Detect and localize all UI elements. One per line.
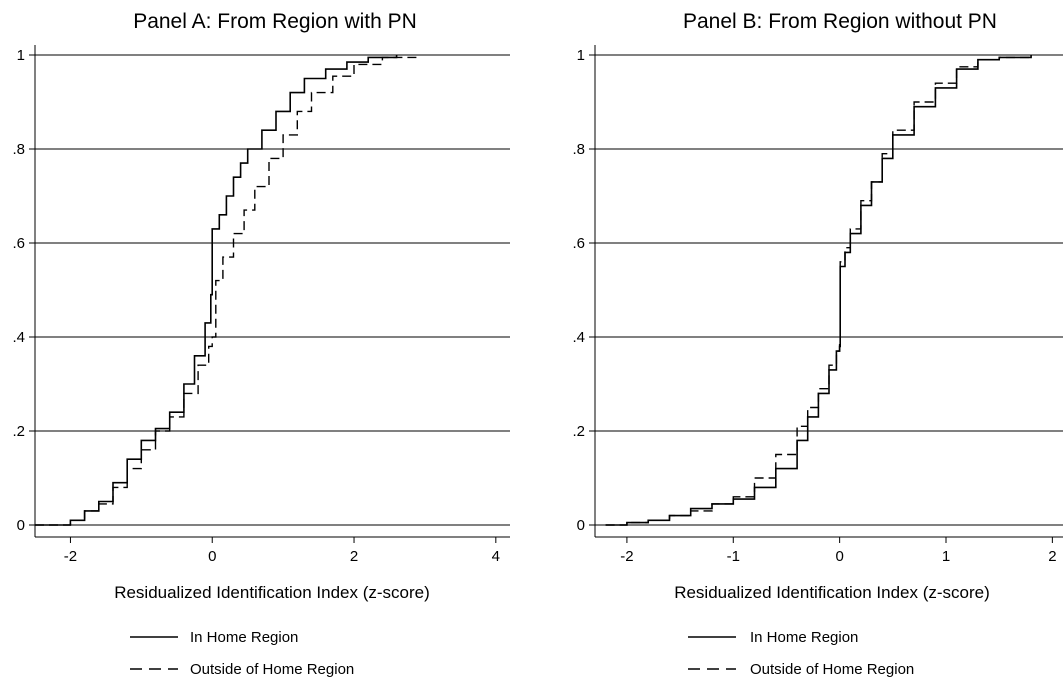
panel-b-y-tick-label: 0: [577, 517, 585, 534]
panel-b-x-tick-label: 2: [1048, 548, 1056, 565]
panel-a-legend-label-in-home: In Home Region: [190, 629, 298, 646]
panel-b-legend-label-in-home: In Home Region: [750, 629, 858, 646]
panel-b-x-tick-label: 0: [835, 548, 843, 565]
panel-b-y-tick-label: .4: [572, 329, 585, 346]
panel-b-y-tick-label: 1: [577, 47, 585, 64]
panel-b-y-tick-label: .2: [572, 423, 585, 440]
panel-b-legend: In Home Region Outside of Home Region: [688, 629, 914, 678]
panel-b-y-tick-label: .6: [572, 235, 585, 252]
panel-b-series-outside-home-line: [605, 55, 1032, 526]
panel-b-series-in-home-line: [605, 55, 1032, 526]
panel-a-title: Panel A: From Region with PN: [133, 10, 417, 33]
panel-b-x-tick-label: -1: [727, 548, 740, 565]
panel-a: Panel A: From Region with PN Residualize…: [12, 10, 510, 678]
panel-b-x-tick-label: 1: [942, 548, 950, 565]
panel-a-y-tick-label: .2: [12, 423, 25, 440]
panel-a-x-tick-label: 4: [492, 548, 500, 565]
panel-a-series-in-home-line: [35, 55, 398, 526]
panel-a-x-axis-label: Residualized Identification Index (z-sco…: [114, 583, 430, 602]
panel-b-x-tick-label: -2: [620, 548, 633, 565]
panel-a-x-tick-label: 2: [350, 548, 358, 565]
panel-b-legend-label-outside-home: Outside of Home Region: [750, 661, 914, 678]
panel-a-y-tick-label: 0: [17, 517, 25, 534]
panel-a-y-tick-label: 1: [17, 47, 25, 64]
panel-a-y-tick-label: .8: [12, 141, 25, 158]
panel-b: Panel B: From Region without PN Residual…: [572, 10, 1063, 678]
panel-b-y-tick-label: .8: [572, 141, 585, 158]
panel-a-series-outside-home-line: [35, 55, 419, 526]
panel-b-x-axis-label: Residualized Identification Index (z-sco…: [674, 583, 990, 602]
panel-a-legend: In Home Region Outside of Home Region: [130, 629, 354, 678]
panel-a-x-tick-label: 0: [208, 548, 216, 565]
panel-b-title: Panel B: From Region without PN: [683, 10, 997, 33]
panel-a-y-tick-label: .4: [12, 329, 25, 346]
panel-a-y-tick-label: .6: [12, 235, 25, 252]
panel-a-legend-label-outside-home: Outside of Home Region: [190, 661, 354, 678]
panel-a-x-tick-label: -2: [64, 548, 77, 565]
